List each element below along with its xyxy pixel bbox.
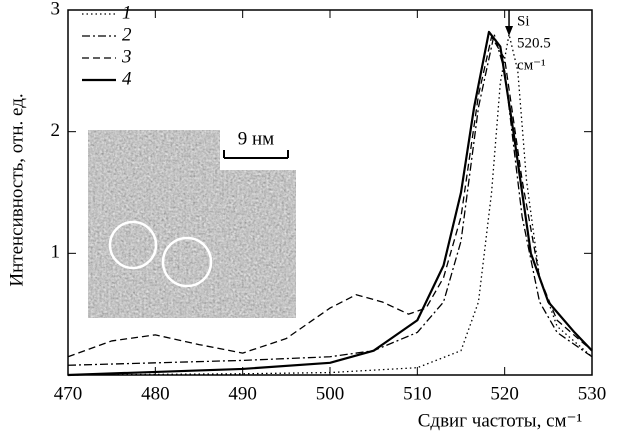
x-tick-label: 490 bbox=[228, 383, 257, 404]
x-tick-label: 520 bbox=[490, 383, 519, 404]
legend-label: 2 bbox=[122, 24, 132, 45]
legend-label: 4 bbox=[122, 68, 132, 89]
x-tick-label: 530 bbox=[578, 383, 607, 404]
annotation-arrowhead bbox=[505, 26, 513, 36]
inset-image: 9 нм bbox=[88, 128, 296, 318]
y-axis-label: Интенсивность, отн. ед. bbox=[6, 93, 27, 286]
y-tick-label: 2 bbox=[51, 120, 61, 141]
y-tick-label: 1 bbox=[51, 242, 61, 263]
annotation-text: см⁻¹ bbox=[517, 57, 546, 73]
y-tick-label: 3 bbox=[51, 0, 61, 19]
inset-label: 9 нм bbox=[238, 128, 274, 149]
x-tick-label: 480 bbox=[141, 383, 170, 404]
x-tick-label: 470 bbox=[54, 383, 83, 404]
annotation-text: 520.5 bbox=[517, 35, 551, 51]
chart: 9 нм Сдвиг частоты, см⁻¹ Интенсивность, … bbox=[0, 0, 634, 439]
legend-label: 1 bbox=[122, 2, 132, 23]
legend-label: 3 bbox=[121, 46, 132, 67]
x-axis-label: Сдвиг частоты, см⁻¹ bbox=[418, 410, 583, 431]
annotation-text: Si bbox=[517, 13, 530, 29]
x-tick-label: 500 bbox=[316, 383, 345, 404]
x-tick-label: 510 bbox=[403, 383, 432, 404]
